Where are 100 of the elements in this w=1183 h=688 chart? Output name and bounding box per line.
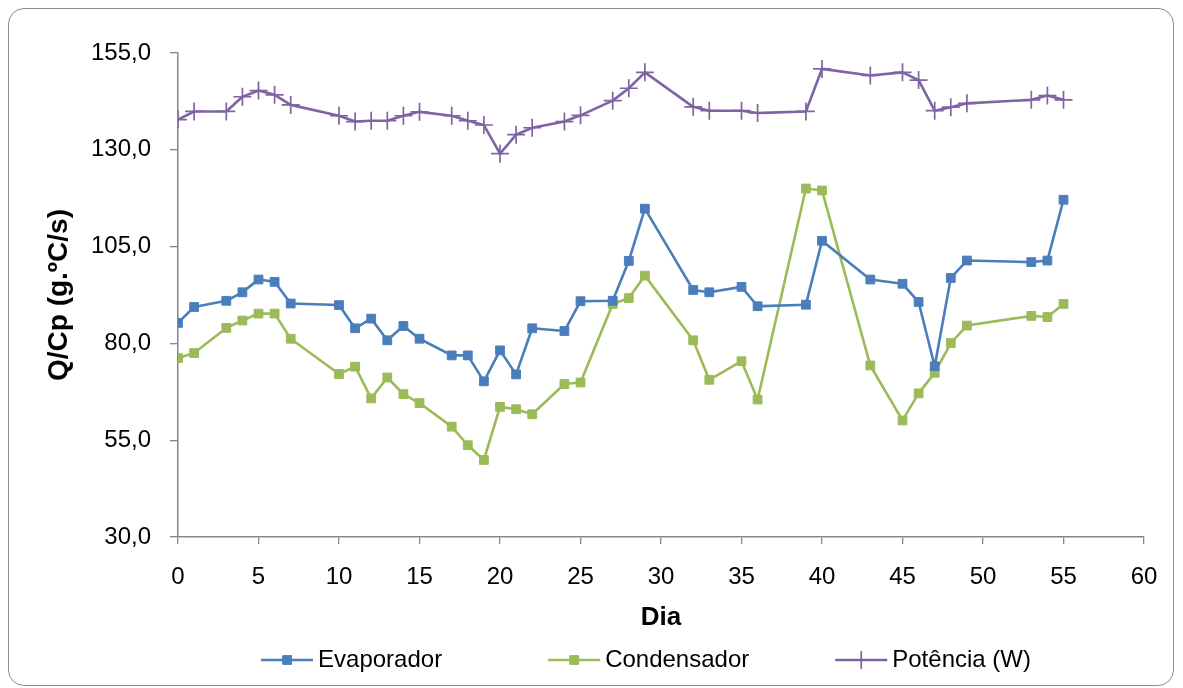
point (752, 301, 763, 312)
point (623, 293, 634, 303)
point (957, 93, 977, 114)
point (913, 297, 924, 307)
point (962, 320, 972, 331)
point (329, 105, 349, 126)
point (897, 278, 908, 289)
point (865, 360, 876, 371)
point (221, 323, 232, 333)
point (393, 105, 414, 126)
point (232, 86, 253, 107)
point (446, 421, 457, 432)
point (216, 101, 237, 122)
point (511, 404, 521, 415)
point (1037, 85, 1058, 106)
point (366, 313, 377, 324)
point (398, 389, 409, 400)
x-tick-label: 15 (406, 562, 433, 590)
point (474, 115, 494, 135)
point (409, 102, 430, 122)
point (522, 117, 543, 138)
point (1021, 90, 1042, 110)
point (1053, 90, 1074, 110)
point (350, 361, 360, 372)
x-tick-label: 60 (1130, 562, 1158, 590)
point (280, 95, 301, 115)
point (184, 101, 204, 122)
point (554, 111, 575, 132)
point (495, 345, 505, 356)
point (1058, 299, 1069, 309)
point (527, 323, 538, 334)
point (635, 62, 655, 83)
y-tick-label: 130,0 (90, 134, 151, 162)
point (462, 440, 473, 451)
point (1042, 312, 1053, 322)
point (1026, 311, 1037, 321)
legend-label: Condensador (605, 644, 750, 672)
point (237, 315, 248, 326)
point (462, 350, 473, 361)
x-axis-title: Dia (640, 600, 682, 631)
x-tick-label: 10 (325, 562, 353, 590)
x-tick-label: 50 (969, 562, 997, 590)
point (940, 97, 961, 118)
point (699, 100, 720, 121)
point (334, 300, 344, 310)
point (382, 335, 393, 346)
point (860, 65, 881, 86)
point (1026, 257, 1037, 267)
point (506, 124, 526, 145)
point (945, 273, 956, 283)
point (736, 281, 747, 292)
point (817, 235, 827, 246)
point (511, 369, 521, 380)
y-axis-title: Q/Cp (g.ºC/s) (41, 209, 73, 381)
point (189, 302, 199, 312)
x-tick-label: 35 (728, 562, 755, 590)
point (479, 376, 489, 387)
point (575, 377, 586, 388)
point (221, 295, 232, 306)
point (865, 274, 876, 285)
point (796, 101, 816, 122)
point (559, 379, 570, 389)
point (345, 111, 365, 132)
point (446, 350, 457, 361)
point (575, 296, 586, 307)
point (248, 80, 269, 101)
point (237, 287, 248, 298)
point (704, 287, 715, 298)
point (1058, 194, 1069, 205)
point (350, 323, 360, 334)
point (495, 402, 505, 412)
point (490, 143, 510, 164)
point (1042, 255, 1053, 266)
point (269, 308, 280, 319)
point (269, 276, 280, 287)
point (897, 415, 908, 426)
point (618, 78, 639, 99)
point (640, 270, 650, 281)
y-tick-label: 105,0 (90, 231, 151, 259)
point (527, 409, 538, 420)
point (704, 374, 715, 385)
point (253, 308, 264, 319)
point (962, 255, 972, 266)
point (253, 274, 264, 285)
x-tick-label: 55 (1050, 562, 1077, 590)
point (414, 398, 425, 408)
point (623, 256, 634, 266)
point (602, 90, 623, 111)
y-tick-label: 80,0 (104, 328, 151, 356)
point (752, 394, 763, 405)
point (801, 299, 811, 310)
point (570, 105, 591, 126)
point (285, 333, 296, 344)
point (908, 70, 929, 90)
legend-label: Evaporador (318, 644, 443, 672)
point (366, 393, 377, 404)
point (731, 100, 752, 121)
y-tick-label: 155,0 (90, 37, 151, 65)
y-tick-label: 55,0 (104, 424, 151, 452)
point (457, 110, 478, 131)
